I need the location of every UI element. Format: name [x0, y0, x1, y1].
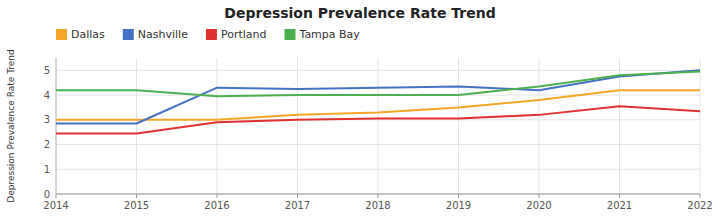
x-tick — [378, 194, 379, 198]
axes: 0 1 2 3 4 5 2014 2015 2016 2017 2018 2019 2020 2021 20… — [43, 58, 712, 211]
legend-label: Tampa Bay — [298, 28, 360, 41]
series-line — [56, 106, 700, 133]
x-grid-line — [297, 58, 298, 194]
x-grid-line — [539, 58, 540, 194]
x-grid-line — [217, 58, 218, 194]
legend-swatch — [56, 29, 67, 40]
x-tick — [458, 194, 459, 198]
y-axis-label: Depression Prevalence Rate Trend — [6, 49, 16, 203]
title: Depression Prevalence Rate Trend — [224, 5, 495, 21]
series-lines — [56, 70, 700, 133]
y-tick-label: 3 — [44, 114, 50, 125]
y-tick-label: 5 — [44, 65, 50, 76]
x-tick-label: 2016 — [204, 200, 229, 211]
chart: 0 1 2 3 4 5 2014 2015 2016 2017 2018 2019 2020 2021 20… — [0, 0, 720, 216]
legend: Dallas Nashville Portland Tampa Bay — [56, 28, 360, 41]
x-tick-label: 2014 — [43, 200, 68, 211]
series-line — [56, 70, 700, 123]
x-grid-line — [378, 58, 379, 194]
legend-swatch — [206, 29, 217, 40]
y-grid-line — [56, 194, 700, 195]
y-tick-label: 0 — [44, 189, 50, 200]
x-grid-line — [458, 58, 459, 194]
x-tick-label: 2020 — [526, 200, 551, 211]
x-tick-label: 2019 — [446, 200, 471, 211]
x-tick-label: 2017 — [285, 200, 310, 211]
x-axis-line — [56, 194, 700, 195]
x-tick — [539, 194, 540, 198]
x-tick — [56, 194, 57, 198]
x-tick — [297, 194, 298, 198]
y-tick-label: 4 — [44, 90, 50, 101]
legend-swatch — [123, 29, 134, 40]
legend-swatch — [284, 29, 295, 40]
x-grid-line — [56, 58, 57, 194]
x-tick-label: 2018 — [365, 200, 390, 211]
x-tick-label: 2022 — [687, 200, 712, 211]
x-tick-label: 2021 — [607, 200, 632, 211]
x-grid-line — [136, 58, 137, 194]
x-tick — [700, 194, 701, 198]
x-grid-line — [619, 58, 620, 194]
x-grid-line — [700, 58, 701, 194]
y-axis-line — [56, 58, 57, 194]
x-tick — [217, 194, 218, 198]
x-tick — [619, 194, 620, 198]
x-tick — [136, 194, 137, 198]
y-tick-label: 1 — [44, 164, 50, 175]
legend-label: Dallas — [71, 28, 105, 41]
legend-label: Nashville — [138, 28, 188, 41]
grid — [56, 58, 700, 194]
y-tick-label: 2 — [44, 139, 50, 150]
series-line — [56, 72, 700, 97]
x-tick-label: 2015 — [124, 200, 149, 211]
legend-label: Portland — [221, 28, 267, 41]
